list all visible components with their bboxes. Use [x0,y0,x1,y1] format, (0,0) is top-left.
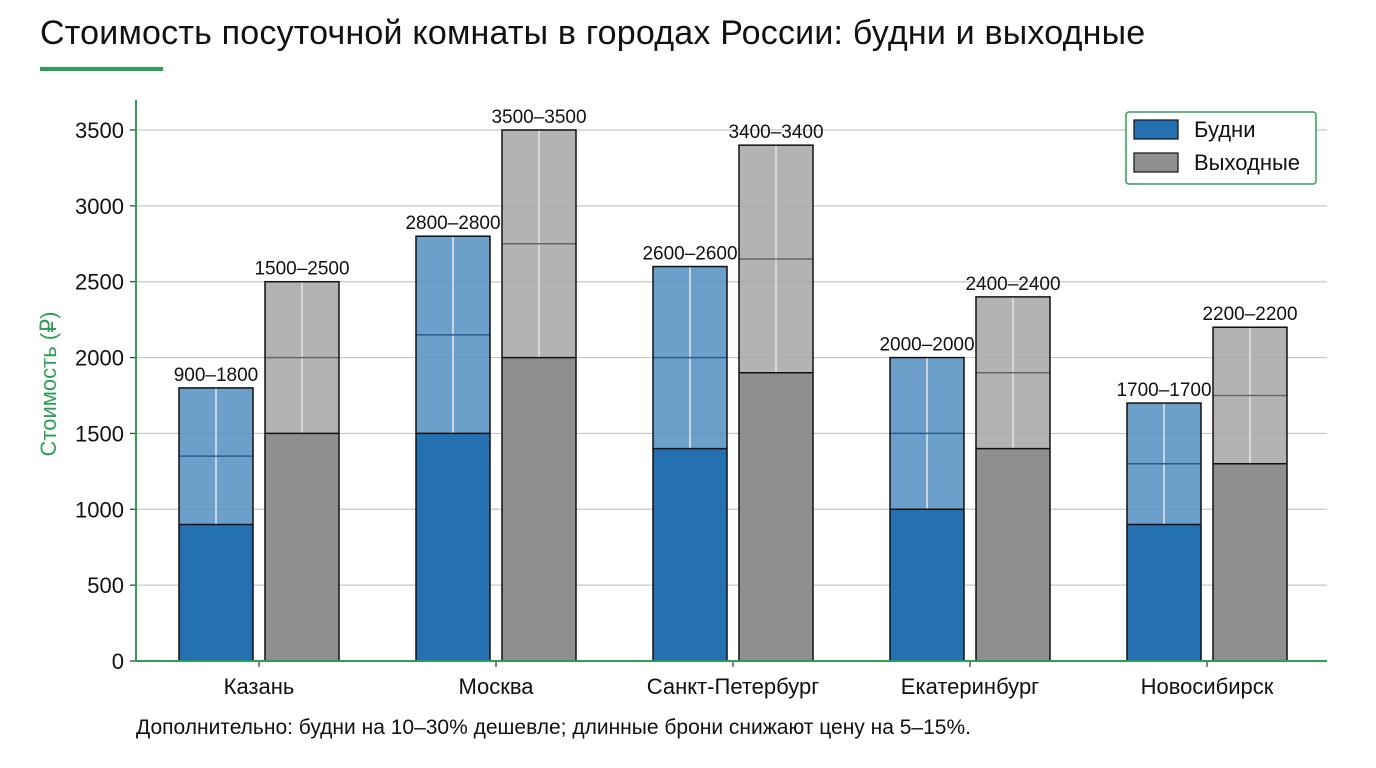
bar-base [502,357,576,661]
bar-base [416,433,490,661]
bar-base [179,524,253,661]
bar-base [739,372,813,661]
bar-value-label: 1700–1700 [1116,380,1211,401]
bar-base [890,509,964,661]
x-tick-label: Санкт-Петербург [647,674,820,699]
legend-swatch [1133,119,1179,140]
y-tick-label: 2500 [75,270,124,295]
y-tick-label: 3500 [75,118,124,143]
x-tick-label: Москва [458,674,534,699]
bar-base [1127,524,1201,661]
y-tick-label: 0 [112,649,124,674]
bar-value-label: 2800–2800 [405,213,500,234]
bar-value-label: 1500–2500 [254,259,349,280]
labels: 900–1800 1500–2500 2800–2800 3500–3500 2600–… [174,107,1298,401]
x-tick-label: Новосибирск [1141,674,1274,699]
y-tick-label: 1000 [75,497,124,522]
y-axis-label: Стоимость (₽) [36,312,61,457]
bar-base [1213,463,1287,661]
bar-base [265,433,339,661]
bar-value-label: 2000–2000 [879,335,974,356]
bar-value-label: 2400–2400 [965,274,1060,295]
x-tick-label: Казань [224,674,295,699]
legend: Будни Выходные [1125,111,1317,185]
y-tick-label: 3000 [75,194,124,219]
title-underline [40,67,163,71]
legend-label: Будни [1194,117,1256,142]
footnote: Дополнительно: будни на 10–30% дешевле; … [136,716,971,739]
y-tick-label: 2000 [75,346,124,371]
bar-value-label: 3400–3400 [728,122,823,143]
bar-base [653,448,727,661]
y-tick-label: 500 [87,573,124,598]
bar-value-label: 2600–2600 [642,244,737,265]
bar-value-label: 3500–3500 [491,107,586,128]
legend-swatch [1133,152,1179,173]
axes: 0 500 1000 1500 2000 2500 3000 3500 Казань Москва… [36,100,1327,699]
bar-value-label: 900–1800 [174,365,259,386]
x-tick-label: Екатеринбург [901,674,1039,699]
chart-title: Стоимость посуточной комнаты в городах Р… [40,14,1146,52]
bar-base [976,448,1050,661]
bars [178,129,1288,662]
bar-value-label: 2200–2200 [1202,304,1297,325]
legend-label: Выходные [1194,150,1300,175]
y-tick-label: 1500 [75,421,124,446]
